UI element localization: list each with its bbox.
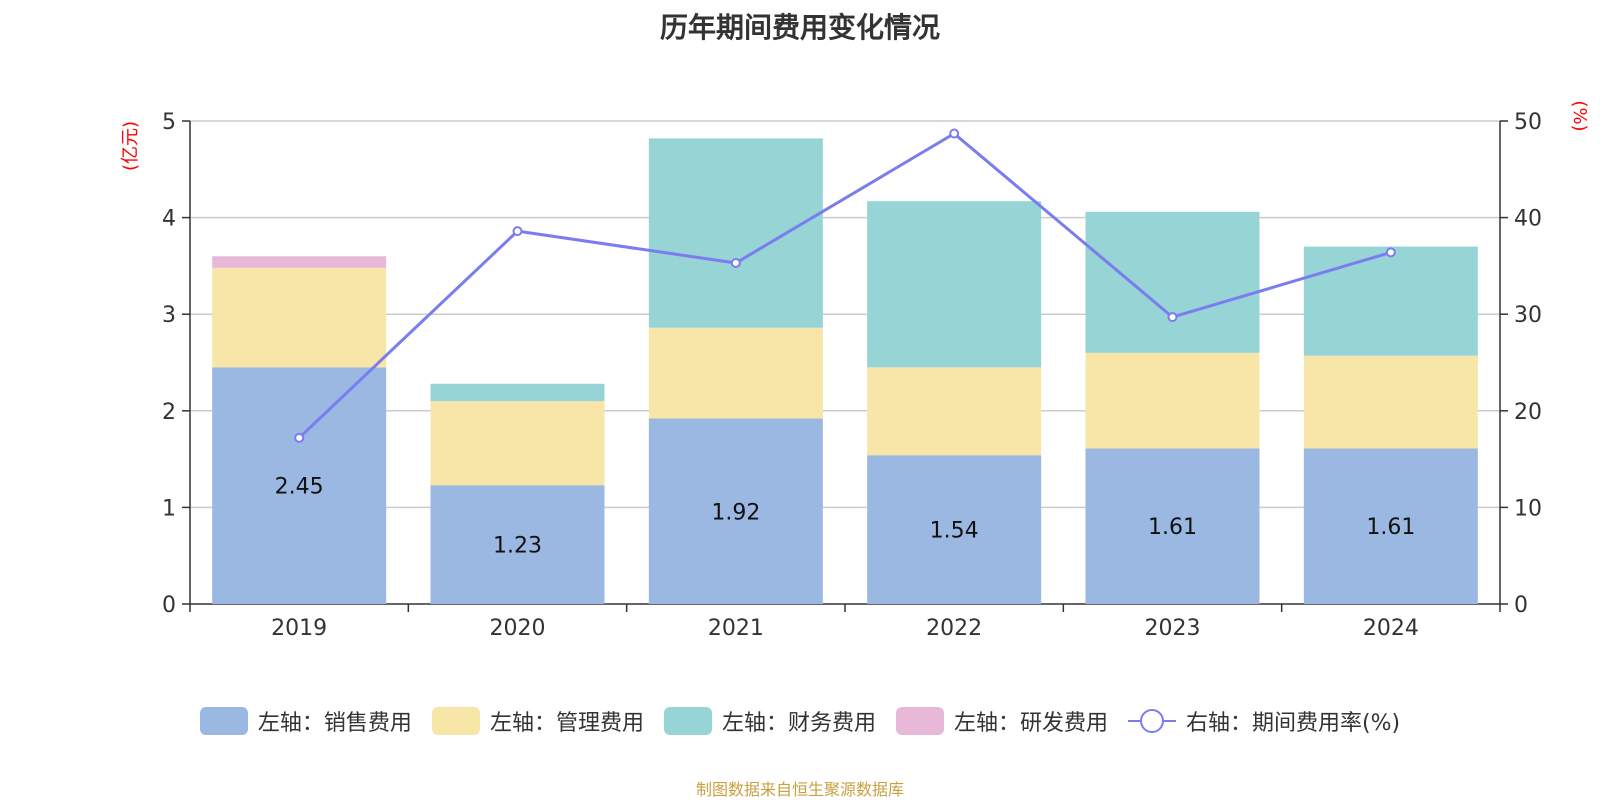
bar-segment bbox=[867, 201, 1042, 368]
left-axis-tick-label: 1 bbox=[162, 496, 176, 521]
rate-line bbox=[298, 131, 1392, 439]
legend: 左轴：销售费用 左轴：管理费用 左轴：财务费用 左轴：研发费用 右轴：期间费用率(%) bbox=[0, 705, 1600, 737]
rate-point bbox=[294, 432, 305, 443]
x-axis-tick-label: 2021 bbox=[708, 616, 764, 641]
bar-segment bbox=[1085, 448, 1260, 604]
legend-item[interactable]: 左轴：财务费用 bbox=[663, 705, 876, 737]
right-axis-tick-label: 30 bbox=[1514, 303, 1542, 328]
right-axis-tick-label: 40 bbox=[1514, 207, 1542, 232]
x-axis-tick-label: 2019 bbox=[271, 616, 327, 641]
right-axis-unit-label: (%) bbox=[1569, 100, 1590, 131]
legend-item[interactable]: 右轴：期间费用率(%) bbox=[1127, 705, 1401, 737]
data-label: 1.54 bbox=[930, 519, 979, 544]
x-axis-tick-label: 2020 bbox=[490, 616, 546, 641]
legend-item[interactable]: 左轴：管理费用 bbox=[431, 705, 644, 737]
legend-swatch bbox=[1127, 709, 1176, 733]
bar-segment bbox=[1303, 355, 1478, 449]
bar-segment bbox=[1303, 448, 1478, 604]
x-axis-tick-label: 2024 bbox=[1363, 616, 1419, 641]
legend-swatch bbox=[199, 707, 248, 735]
bar-segment bbox=[430, 485, 605, 604]
rate-point bbox=[512, 226, 523, 237]
bar-segment bbox=[212, 367, 387, 604]
data-label: 1.61 bbox=[1148, 515, 1197, 540]
bar-segment bbox=[867, 455, 1042, 604]
bar-segment bbox=[212, 256, 387, 268]
left-axis-tick-label: 3 bbox=[162, 303, 176, 328]
legend-swatch bbox=[663, 707, 712, 735]
legend-label: 右轴：期间费用率(%) bbox=[1185, 711, 1401, 736]
legend-swatch bbox=[895, 707, 944, 735]
rate-point bbox=[730, 258, 741, 269]
right-axis-tick-label: 50 bbox=[1514, 110, 1542, 135]
x-axis-tick-label: 2022 bbox=[926, 616, 982, 641]
bar-segment bbox=[648, 418, 823, 604]
bar-segment bbox=[648, 327, 823, 419]
right-axis-tick-label: 0 bbox=[1514, 593, 1528, 618]
bar-segment bbox=[430, 383, 605, 402]
legend-item[interactable]: 左轴：研发费用 bbox=[895, 705, 1108, 737]
legend-item[interactable]: 左轴：销售费用 bbox=[199, 705, 412, 737]
source-note: 制图数据来自恒生聚源数据库 bbox=[695, 780, 904, 799]
legend-label: 左轴：管理费用 bbox=[489, 711, 644, 736]
left-axis-unit-label: (亿元) bbox=[120, 121, 141, 171]
chart-title: 历年期间费用变化情况 bbox=[659, 11, 940, 44]
left-axis-tick-label: 2 bbox=[162, 400, 176, 425]
right-axis-tick-label: 20 bbox=[1514, 400, 1542, 425]
right-axis-tick-label: 10 bbox=[1514, 496, 1542, 521]
rate-point bbox=[1167, 312, 1178, 323]
bar-segment bbox=[430, 401, 605, 486]
data-label: 1.61 bbox=[1366, 515, 1415, 540]
bar-segment bbox=[648, 138, 823, 328]
legend-label: 左轴：研发费用 bbox=[953, 711, 1108, 736]
bar-segment bbox=[1085, 352, 1260, 449]
legend-label: 左轴：销售费用 bbox=[257, 711, 412, 736]
rate-point bbox=[1385, 247, 1396, 258]
legend-label: 左轴：财务费用 bbox=[721, 711, 876, 736]
left-axis-tick-label: 4 bbox=[162, 207, 176, 232]
bar-segment bbox=[867, 367, 1042, 456]
left-axis-tick-label: 0 bbox=[162, 593, 176, 618]
data-label: 1.23 bbox=[493, 534, 542, 559]
data-label: 2.45 bbox=[275, 475, 324, 500]
data-label: 1.92 bbox=[711, 500, 760, 525]
bar-segment bbox=[1085, 211, 1260, 353]
bar-segment bbox=[212, 267, 387, 368]
rate-point bbox=[949, 128, 960, 139]
x-axis-tick-label: 2023 bbox=[1145, 616, 1201, 641]
bar-segment bbox=[1303, 246, 1478, 356]
legend-swatch bbox=[431, 707, 480, 735]
left-axis-tick-label: 5 bbox=[162, 110, 176, 135]
